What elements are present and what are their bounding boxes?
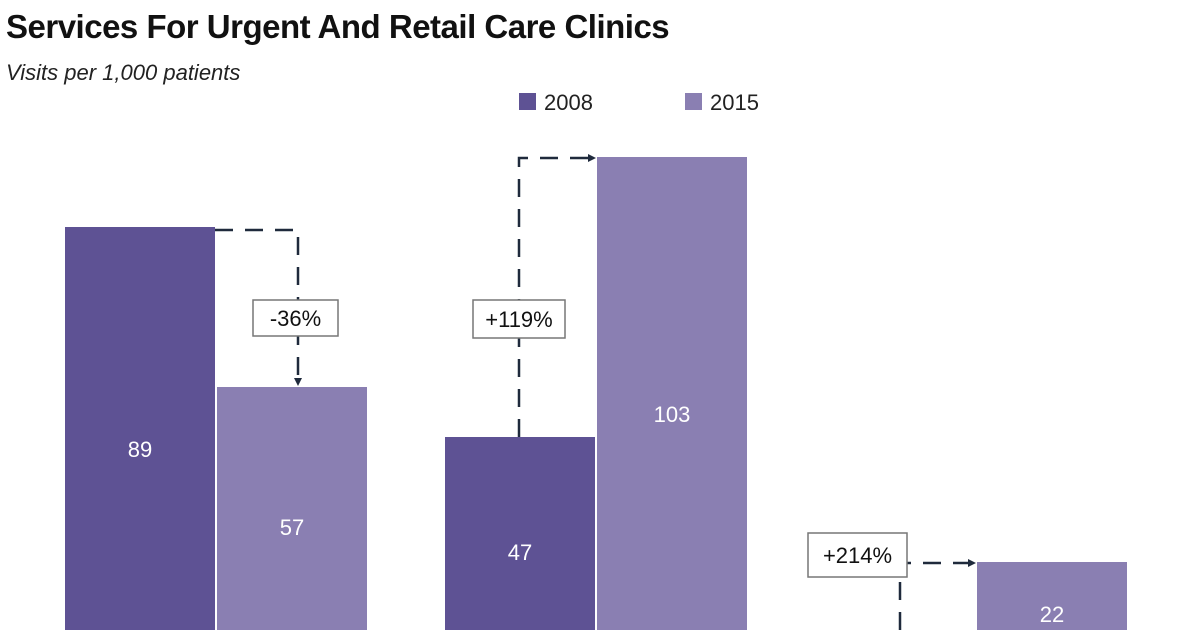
bar-2008-2	[445, 437, 595, 630]
chart-subtitle: Visits per 1,000 patients	[6, 60, 241, 85]
legend-swatch-2015	[685, 93, 702, 110]
annotations: -36% +119% +214%	[215, 154, 976, 630]
data-label: 103	[654, 402, 691, 427]
change-label: +214%	[823, 543, 892, 568]
change-box	[807, 532, 908, 578]
change-arrow	[898, 559, 976, 630]
bars: 89 47 57 103 22	[65, 157, 1127, 630]
legend-label-2008: 2008	[544, 90, 593, 115]
change-arrow	[517, 154, 596, 437]
data-label: 57	[280, 515, 304, 540]
change-label: +119%	[485, 307, 552, 332]
bar-2015-3	[977, 562, 1127, 630]
bar-2008-1	[65, 227, 215, 630]
chart-title: Services For Urgent And Retail Care Clin…	[6, 8, 670, 45]
change-box	[252, 299, 339, 337]
legend: 2008 2015	[519, 90, 759, 115]
change-label: -36%	[270, 306, 321, 331]
data-label: 89	[128, 437, 152, 462]
legend-label-2015: 2015	[710, 90, 759, 115]
change-box	[472, 299, 566, 339]
data-label: 22	[1040, 602, 1064, 627]
bar-2015-1	[217, 387, 367, 630]
legend-swatch-2008	[519, 93, 536, 110]
bar-2015-2	[597, 157, 747, 630]
data-label: 47	[508, 540, 532, 565]
